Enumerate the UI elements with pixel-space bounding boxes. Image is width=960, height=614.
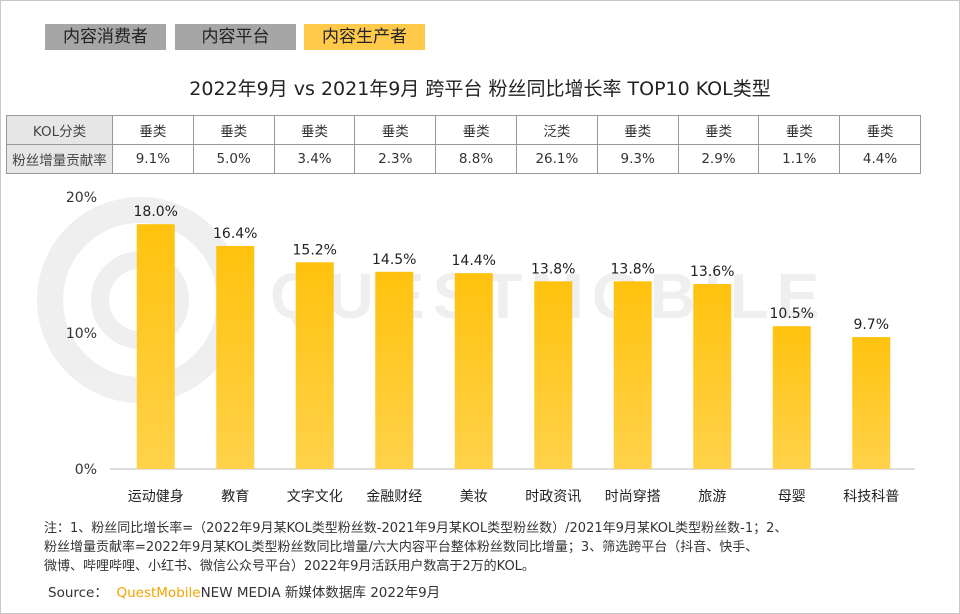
contribution-cell: 9.1% (112, 144, 194, 174)
footnote: 注：1、粉丝同比增长率=（2022年9月某KOL类型粉丝数-2021年9月某KO… (44, 519, 924, 576)
bar (693, 284, 732, 469)
contribution-cell: 4.4% (839, 144, 921, 174)
kol-type-cell: 垂类 (839, 115, 921, 145)
bar (772, 326, 811, 469)
kol-type-cell: 垂类 (192, 115, 275, 145)
bar (454, 273, 493, 469)
bar (295, 262, 334, 469)
tab-content-platform[interactable]: 内容平台 (175, 24, 296, 50)
data-label: 16.4% (213, 226, 257, 242)
chart-title: 2022年9月 vs 2021年9月 跨平台 粉丝同比增长率 TOP10 KOL… (189, 78, 771, 100)
kol-type-cell: 垂类 (596, 115, 679, 145)
x-tick-label: 文字文化 (287, 489, 343, 505)
data-label: 14.4% (452, 253, 496, 269)
contribution-cell: 2.3% (354, 144, 437, 174)
kol-type-cell: 垂类 (112, 115, 194, 145)
contribution-cell: 26.1% (515, 144, 598, 174)
row-header-contribution: 粉丝增量贡献率 (6, 144, 113, 174)
data-label: 13.8% (531, 261, 575, 277)
x-tick-label: 时政资讯 (525, 489, 581, 505)
note-line: 注：1、粉丝同比增长率=（2022年9月某KOL类型粉丝数-2021年9月某KO… (44, 521, 788, 536)
x-tick-label: 母婴 (778, 489, 806, 505)
kol-type-cell: 垂类 (677, 115, 760, 145)
data-label: 13.6% (690, 264, 734, 280)
bar (216, 245, 255, 469)
note-line: 粉丝增量贡献率=2022年9月某KOL类型粉丝数同比增量/六大内容平台整体粉丝数… (44, 540, 759, 555)
bar (136, 224, 175, 469)
bar (534, 281, 573, 469)
questmobile-brand: QuestMobile (116, 585, 201, 601)
data-label: 15.2% (293, 242, 337, 258)
x-tick-label: 时尚穿搭 (605, 489, 661, 505)
data-label: 9.7% (853, 317, 889, 333)
source-text: NEW MEDIA 新媒体数据库 2022年9月 (200, 585, 441, 601)
x-tick-label: 科技科普 (843, 489, 899, 505)
row-header-kol-type: KOL分类 (6, 115, 113, 145)
bar (375, 271, 414, 469)
source-label: Source： (48, 585, 108, 601)
x-tick-label: 运动健身 (128, 489, 184, 505)
x-tick-label: 金融财经 (366, 489, 422, 505)
tab-content-consumer[interactable]: 内容消费者 (45, 24, 166, 50)
contribution-cell: 2.9% (677, 144, 760, 174)
source-line: Source： QuestMobileNEW MEDIA 新媒体数据库 2022… (48, 581, 440, 601)
x-tick-label: 旅游 (698, 489, 726, 505)
bar (613, 281, 652, 469)
data-label: 14.5% (372, 252, 416, 268)
kol-type-cell: 泛类 (515, 115, 598, 145)
data-label: 13.8% (611, 261, 655, 277)
note-line: 微博、哔哩哔哩、小红书、微信公众号平台）2022年9月活跃用户数高于2万的KOL… (44, 559, 535, 574)
data-label: 18.0% (134, 204, 178, 220)
contribution-cell: 3.4% (273, 144, 356, 174)
x-tick-label: 美妆 (460, 489, 488, 505)
y-tick-label: 20% (66, 190, 97, 206)
x-tick-label: 教育 (221, 489, 249, 505)
bar (852, 337, 891, 469)
tab-content-producer[interactable]: 内容生产者 (304, 24, 425, 50)
contribution-cell: 5.0% (192, 144, 275, 174)
data-label: 10.5% (770, 306, 814, 322)
y-tick-label: 10% (66, 326, 97, 342)
y-tick-label: 0% (75, 462, 97, 478)
kol-table: KOL分类 垂类 垂类 垂类 垂类 垂类 泛类 垂类 垂类 垂类 垂类 粉丝增量贡献率 9.1% 5.0… (6, 115, 921, 174)
